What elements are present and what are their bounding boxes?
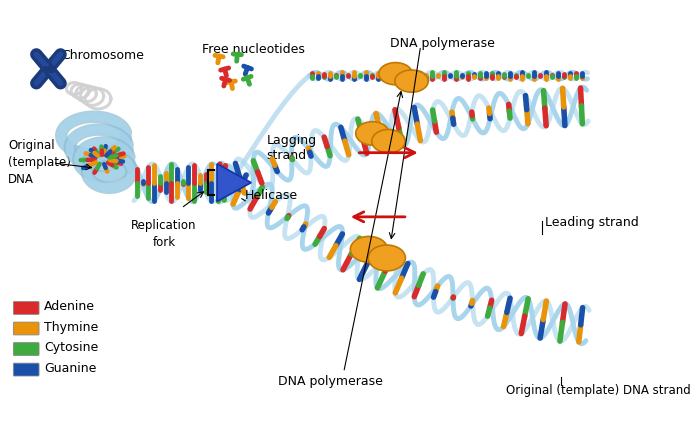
Text: Adenine: Adenine [44,300,95,313]
Ellipse shape [350,236,388,262]
Text: DNA polymerase: DNA polymerase [279,375,383,388]
Ellipse shape [379,63,412,85]
Ellipse shape [372,130,405,153]
FancyBboxPatch shape [13,302,39,314]
Text: Leading strand: Leading strand [545,216,638,229]
Ellipse shape [368,245,405,271]
FancyBboxPatch shape [13,363,39,376]
Text: Replication
fork: Replication fork [131,219,197,249]
Text: Lagging
strand: Lagging strand [267,134,317,162]
Text: Original
(template)
DNA: Original (template) DNA [8,140,71,187]
Text: Chromosome: Chromosome [62,49,144,62]
Text: Helicase: Helicase [245,189,298,202]
Text: Thymine: Thymine [44,321,99,334]
Text: Free nucleotides: Free nucleotides [202,43,305,56]
FancyBboxPatch shape [13,343,39,356]
Ellipse shape [395,70,428,92]
Text: Cytosine: Cytosine [44,341,99,354]
Text: Guanine: Guanine [44,362,97,375]
Ellipse shape [356,122,389,145]
Text: Original (template) DNA strand: Original (template) DNA strand [506,384,691,397]
FancyBboxPatch shape [13,322,39,335]
Polygon shape [217,164,251,201]
Text: DNA polymerase: DNA polymerase [390,37,494,50]
